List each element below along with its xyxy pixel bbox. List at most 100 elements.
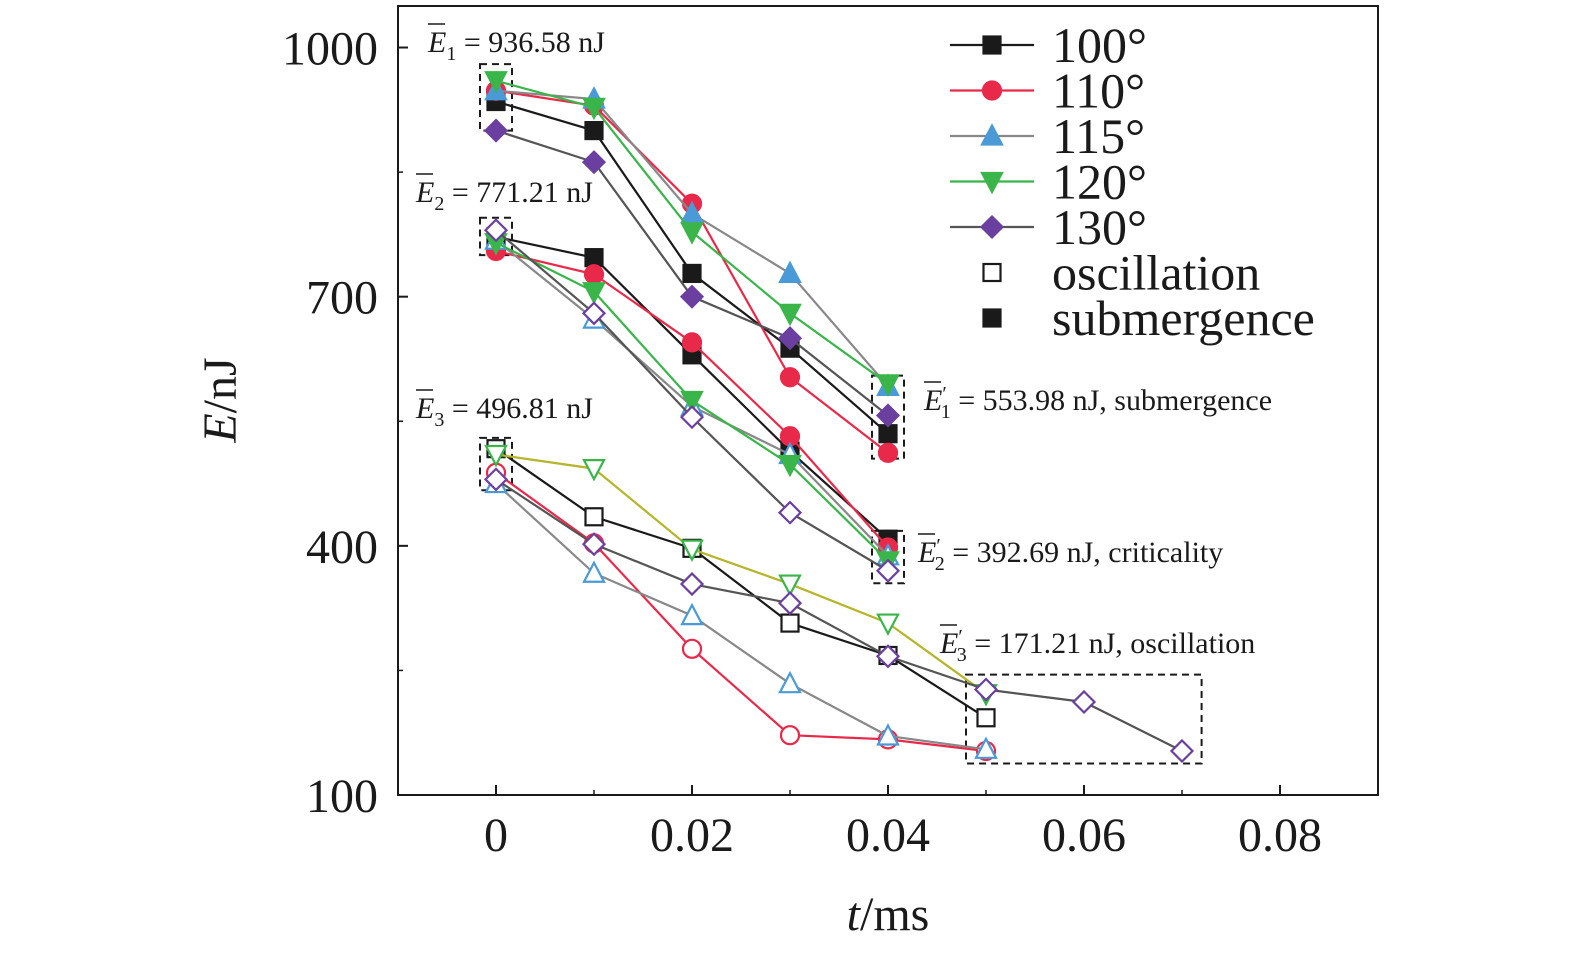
annotation-label: E2 = 771.21 nJ [415,176,593,215]
x-axis-title: t/ms [847,888,930,941]
data-point [582,459,606,482]
annotation-label: E′ 1 = 553.98 nJ, submergence [923,383,1272,423]
series-E1-120deg [484,71,900,397]
legend-marker [980,171,1004,195]
y-tick-label: 100 [306,770,378,823]
series-E3-115deg [484,470,998,759]
annotation-prime: ′ [942,383,946,405]
annotation-label: E′ 2 = 392.69 nJ, criticality [917,535,1223,575]
data-point [679,571,705,597]
legend-label: 130° [1052,199,1147,255]
annotation-value: = 553.98 nJ, submergence [951,384,1272,417]
series-line [495,447,987,719]
data-point [679,284,705,309]
annotation-symbol: E [415,176,434,209]
annotation-value: = 392.69 nJ, criticality [945,536,1224,569]
series-E3-130deg [483,467,1195,764]
series-E3-100deg [486,439,996,728]
annotation-sub: 3 [957,644,967,666]
legend-item: submergence [982,290,1315,346]
series-E2-120deg [484,233,900,574]
data-point [680,602,704,626]
legend-label: submergence [1052,290,1315,346]
annotation-value: = 171.21 nJ, oscillation [967,627,1256,660]
x-axis: 0 0.02 0.04 0.06 0.08 [397,785,1379,862]
series-line [495,471,987,753]
data-point [581,532,607,557]
annotation-symbol: E [939,627,958,660]
legend-item: 130° [950,199,1147,255]
x-tick-label: 0.08 [1238,809,1322,862]
annotation-sub: 1 [446,43,456,65]
legend-label: 115° [1052,108,1145,164]
data-point [680,200,704,224]
legend-label: 100° [1052,17,1147,73]
data-point [876,613,900,636]
data-point [680,222,704,245]
series-E1-100deg [486,91,898,444]
data-point [584,507,604,527]
annotation-sub: 3 [434,409,444,431]
annotation-label: E3 = 496.81 nJ [415,392,593,431]
data-point [582,282,606,305]
series-E2-130deg [483,218,901,583]
series-E1-130deg [483,118,901,428]
data-point [778,454,802,478]
data-point [876,723,900,746]
data-point [583,264,605,285]
data-point [679,405,705,430]
annotation-prime: ′ [958,626,962,648]
data-point [582,560,606,583]
data-point [483,218,509,243]
data-point [876,374,900,397]
y-axis: 100 400 700 1000 [282,23,408,823]
data-point [581,301,607,326]
annotation-sub: 2 [935,553,945,575]
data-point [1071,689,1097,715]
data-point [875,558,901,583]
data-point [681,332,703,353]
legend-marker [982,35,1002,55]
x-axis-var: t [847,888,862,941]
series-layer [483,71,1195,764]
data-point [875,644,901,669]
annotation-label: E1 = 936.58 nJ [427,26,605,65]
data-point [484,444,508,468]
data-point [878,424,898,444]
legend-item: 100° [950,17,1147,73]
legend-item: 120° [950,154,1147,210]
x-axis-unit: /ms [860,888,929,941]
data-point [779,367,801,388]
data-point [778,670,802,694]
annotation-symbol: E [427,26,446,59]
y-tick-label: 400 [306,521,378,574]
series-line [495,478,1183,752]
x-tick-label: 0.04 [846,809,930,862]
data-point [875,403,901,428]
data-point [680,390,704,414]
data-point [777,326,803,351]
data-point [777,591,803,616]
data-point [778,303,802,327]
box-e3-end [965,673,1203,765]
series-line [495,453,987,695]
annotation-sub: 1 [941,401,951,423]
legend-item: 115° [950,108,1145,164]
data-point [778,574,802,597]
legend-label: oscillation [1052,245,1260,301]
annotation-value: = 771.21 nJ [444,176,593,209]
legend-marker [979,214,1005,240]
data-point [877,442,899,463]
x-tick-label: 0.02 [650,809,734,862]
data-point [483,467,509,492]
legend-label: 120° [1052,154,1147,210]
y-axis-title: E/nJ [194,357,247,443]
data-point [780,613,800,633]
legend-marker [982,308,1002,328]
y-axis-unit: /nJ [194,357,247,413]
data-point [1169,738,1195,764]
series-line [495,482,987,751]
y-tick-label: 1000 [282,23,378,76]
annotation-symbol: E [415,392,434,425]
